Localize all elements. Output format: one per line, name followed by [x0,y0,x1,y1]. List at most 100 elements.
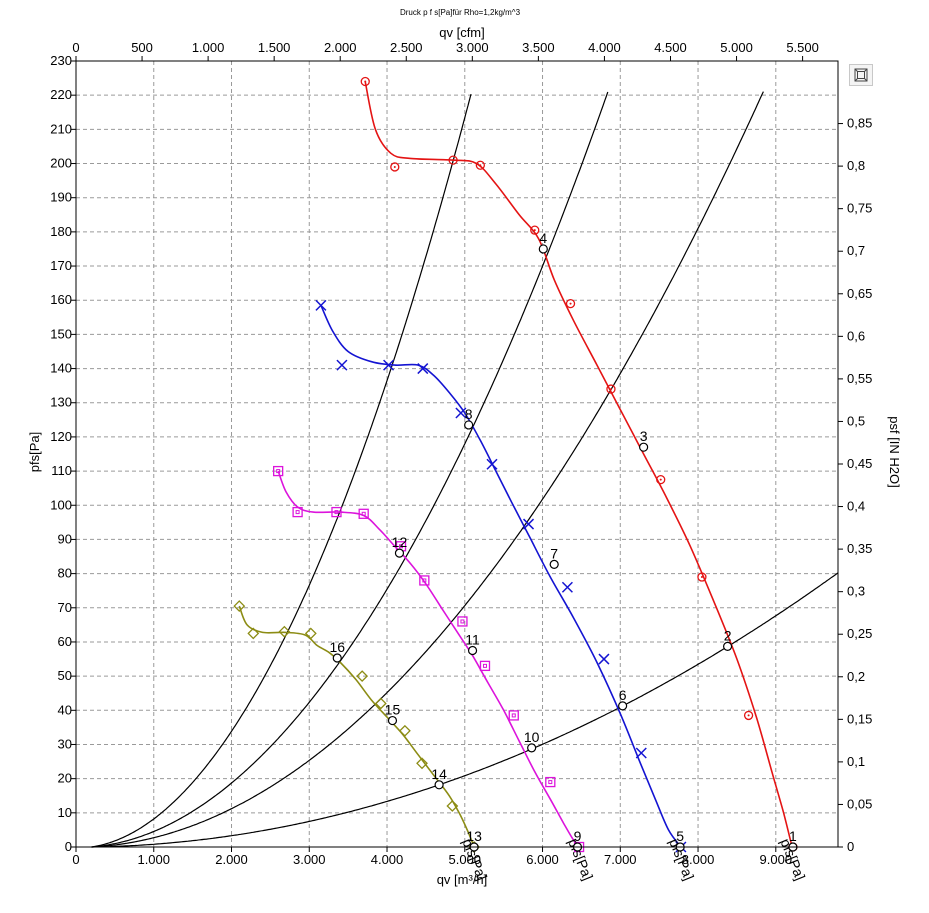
curve-marker-square [545,776,556,788]
curve-marker-diamond [356,670,369,683]
y2-tick-label: 0,55 [847,371,872,386]
curve-marker-square [508,710,519,721]
curve-marker-x [336,359,348,371]
curve-marker-square-inner [276,469,281,474]
operating-point-marker [527,743,537,753]
system-curve-line [91,91,609,848]
y2-tick-label: 0,6 [847,328,865,343]
operating-point-marker [538,244,548,254]
chart-title: Druck p f s[Pa]für Rho=1,2kg/m^3 [400,8,521,17]
curve-marker-circle [697,572,707,582]
operating-point-marker [722,641,733,651]
fan-curve-line [238,605,475,848]
curve-marker-x [417,363,429,375]
curve-marker-square [331,506,342,518]
y2-axis-label: psf [IN H2O] [887,416,902,488]
curve-marker-square-inner [399,544,404,549]
y2-tick-label: 0,75 [847,201,872,216]
plot-border [75,60,839,848]
curve-marker-x [455,407,467,419]
curve-marker-square-inner [482,663,487,668]
curve-marker-dot [452,159,455,162]
y2-tick-label: 0,85 [847,116,872,131]
curve-marker-dot [569,302,572,305]
y-tick-label: 230 [50,53,72,68]
curve-marker-diamond [446,800,459,812]
curve-marker-square-inner [422,578,427,583]
curve-marker-x [561,581,573,593]
curve-marker-dot [364,80,367,83]
y-tick-label: 100 [50,497,72,512]
operating-point-label: 9 [574,828,582,844]
x2-tick-label: 4.500 [654,40,687,55]
y-tick-label: 200 [50,156,72,171]
operating-point-marker [618,701,628,711]
operating-point-label: 3 [640,428,648,444]
y-tick-label: 180 [50,224,72,239]
x-tick-label: 9.000 [760,852,793,867]
operating-point-label: 14 [431,766,447,782]
x2-tick-label: 5.000 [720,40,753,55]
zoom-button[interactable] [849,64,873,86]
operating-point-marker [639,442,649,452]
curve-marker-dot [393,165,396,168]
fan-curve-line [364,81,793,848]
y2-tick-label: 0,2 [847,669,865,684]
curve-marker-square [358,508,369,519]
operating-point-label: 5 [676,828,684,844]
curve-marker-diamond [278,625,291,638]
y-tick-label: 140 [50,361,72,376]
operating-point-marker [434,780,444,790]
operating-point-marker [332,653,342,663]
x2-tick-label: 1.500 [258,40,291,55]
curve-marker-diamond [398,724,411,737]
x2-tick-label: 0 [72,40,79,55]
operating-point-label: 10 [524,729,540,745]
curve-marker-diamond [304,627,317,640]
curve-marker-circle [448,155,458,165]
fan-curve-line [277,470,581,848]
operating-point-label: 13 [466,828,482,844]
curve-marker-square-inner [511,713,516,718]
y-tick-label: 20 [58,771,72,786]
y2-tick-label: 0,4 [847,499,865,514]
operating-point-marker [394,548,405,558]
x-axis-label: qv [m³/h] [437,872,488,887]
curve-marker-diamond [416,757,428,770]
curve-marker-circle [656,474,666,485]
y2-tick-label: 0,45 [847,456,872,471]
curve-marker-diamond [374,697,387,710]
y-tick-label: 160 [50,292,72,307]
axes-ticks: 0 1.000 2.000 3.000 4.000 5.000 6.000 7.000 8.00… [50,40,872,867]
operating-point-label: 6 [619,687,627,703]
x-tick-label: 7.000 [604,852,637,867]
curve-marker-dot [747,714,750,717]
y-tick-label: 110 [51,463,72,478]
curve-marker-square-inner [460,619,465,624]
y-tick-label: 150 [50,326,72,341]
y2-tick-label: 0,3 [847,584,865,599]
curve-marker-square-inner [295,510,300,515]
operating-point-label: 7 [550,545,558,561]
x-tick-label: 6.000 [526,852,559,867]
y2-tick-label: 0,1 [847,754,865,769]
curve-marker-circle [606,384,616,394]
plot-frame [75,60,839,848]
curve-marker-x [523,518,535,530]
curve-marker-circle [743,710,754,721]
curve-marker-square [273,465,284,477]
y-tick-label: 60 [58,634,72,649]
curve-marker-diamond [247,627,260,640]
y2-tick-label: 0 [847,839,854,854]
x2-tick-label: 4.000 [588,40,621,55]
y-tick-label: 220 [50,87,72,102]
fan-curve-line [320,304,682,848]
curve-marker-diamond [233,600,246,612]
curve-marker-circle [530,225,540,235]
y-tick-label: 40 [58,702,72,717]
curve-marker-square-inner [548,780,553,785]
curve-marker-x [315,299,327,311]
x2-tick-label: 2.000 [324,40,357,55]
